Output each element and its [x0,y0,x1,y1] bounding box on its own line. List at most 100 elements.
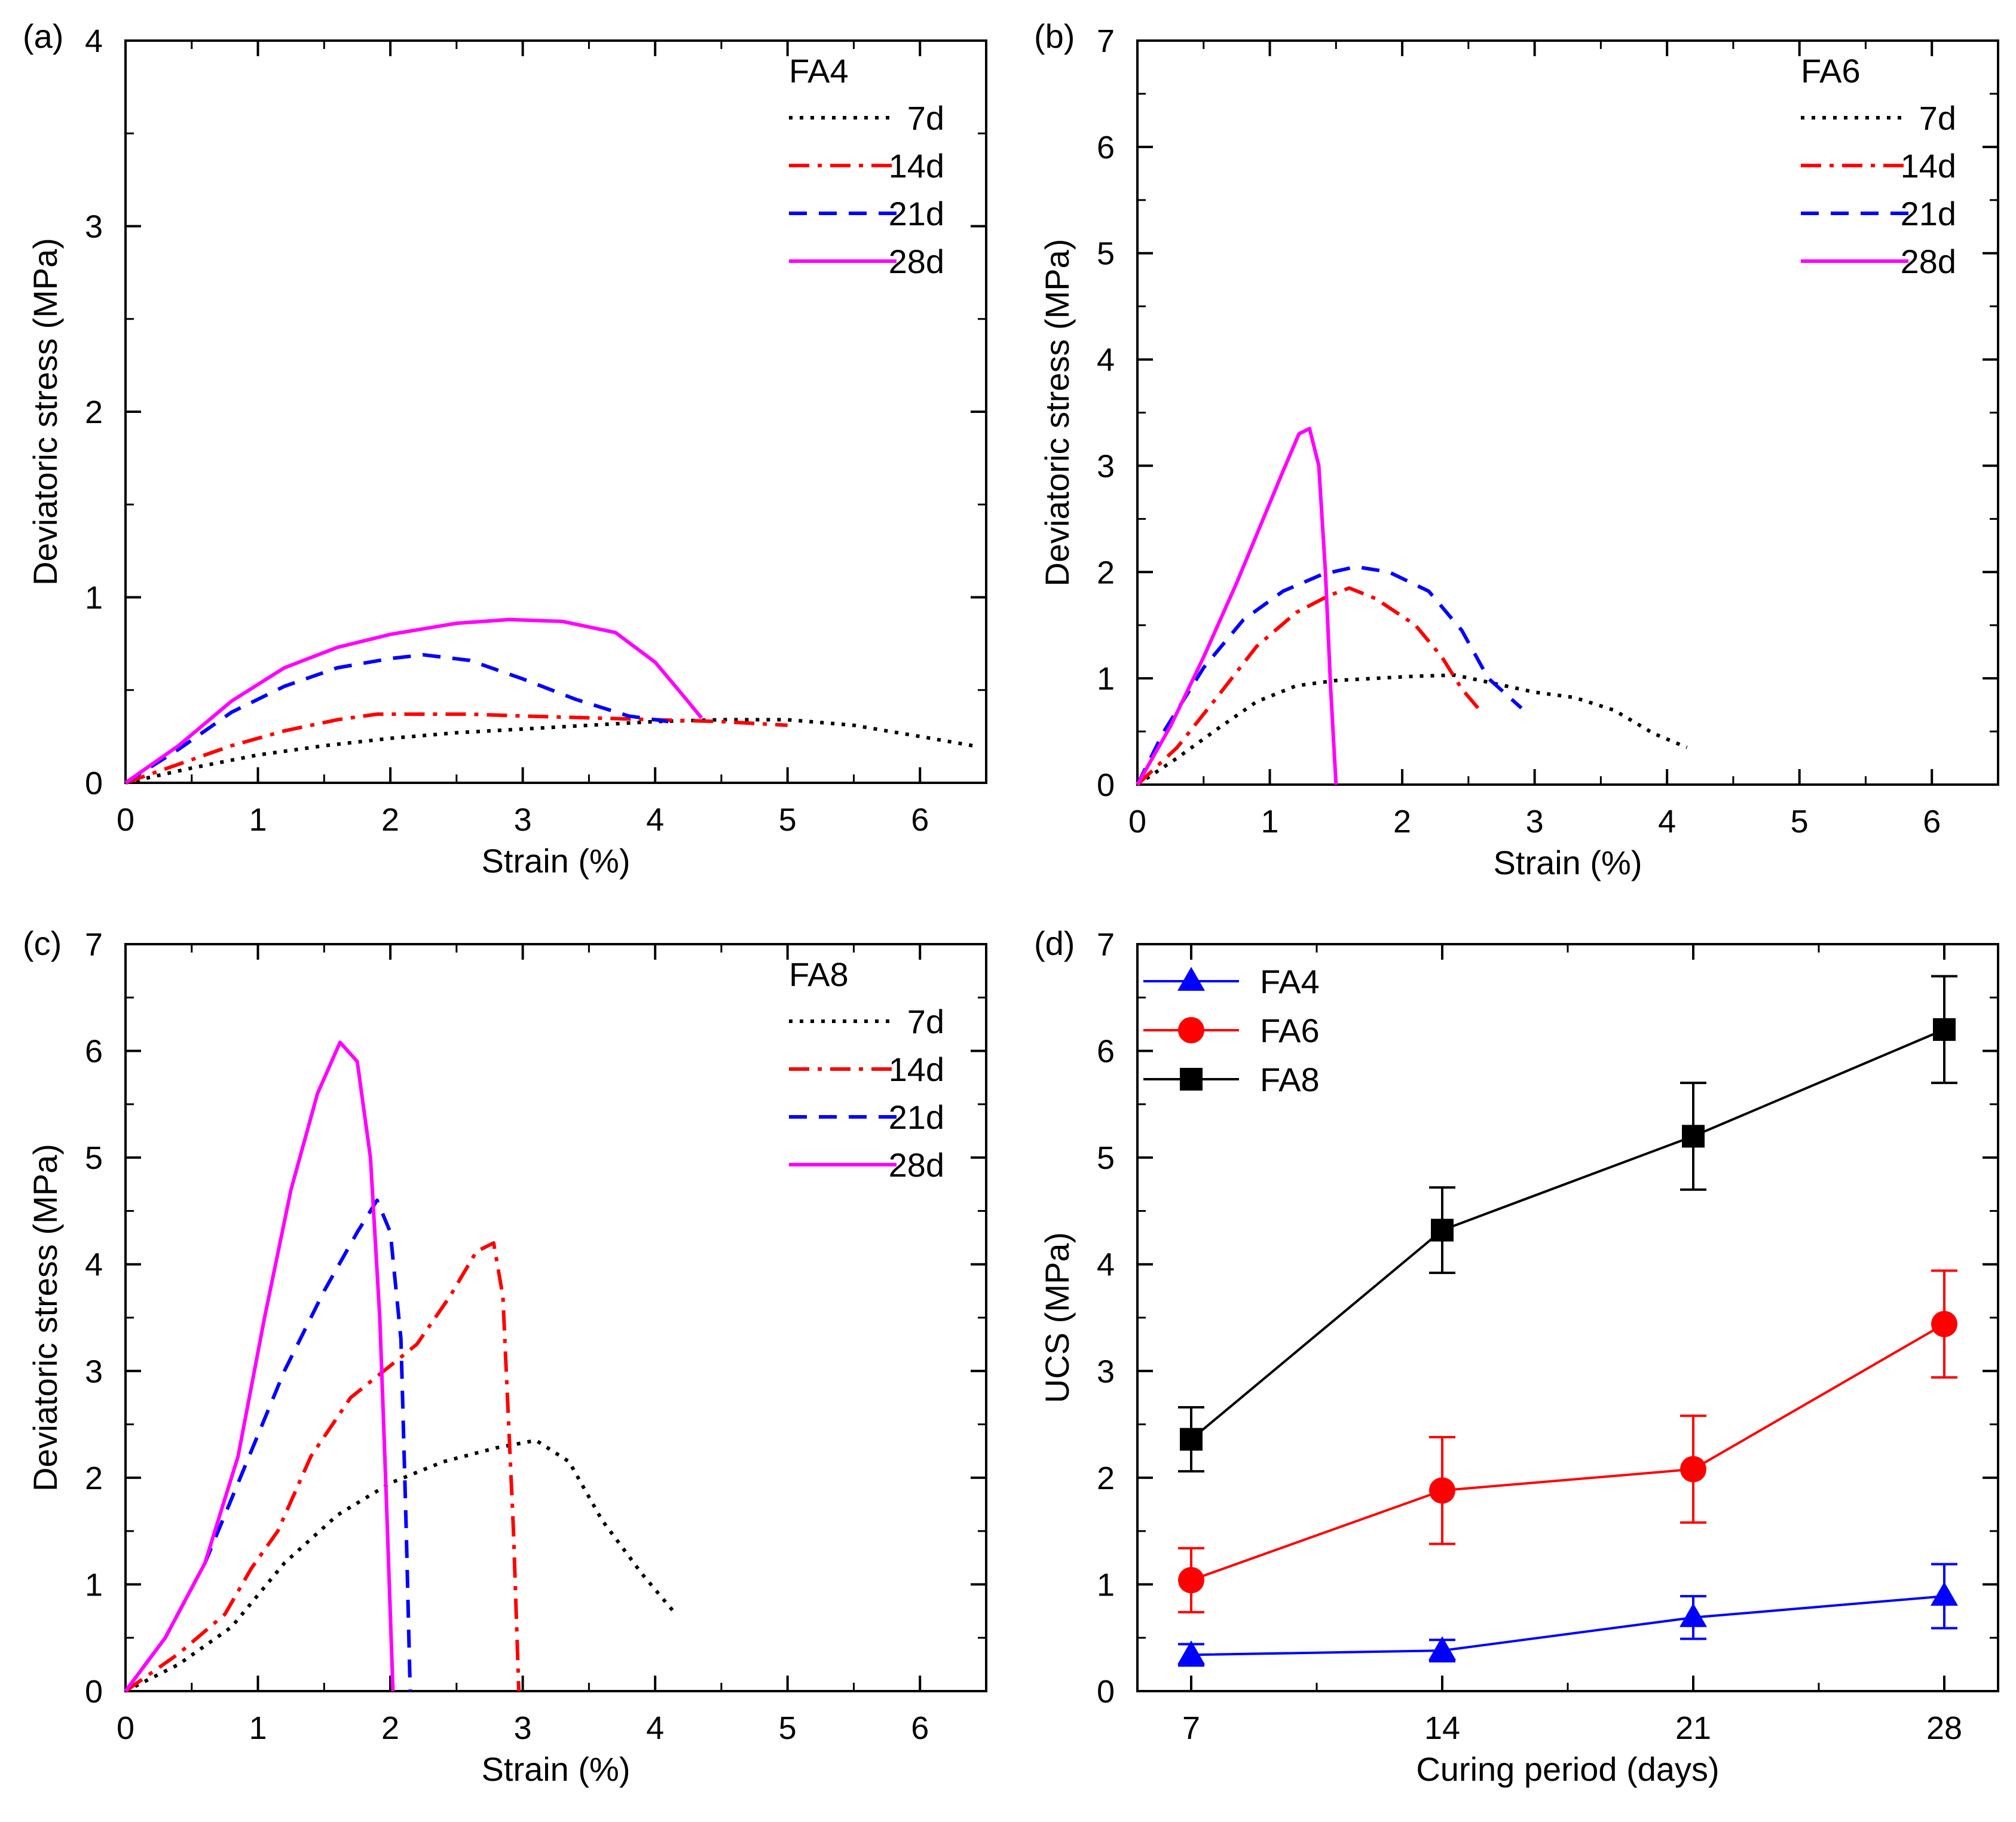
x-tick-label: 6 [911,802,929,838]
x-tick-label: 21 [1675,1710,1711,1746]
chart-panel-1: (a) 0 1 2 3 4 5 6 0 1 2 3 4 Strain (%) Deviatoric stre… [23,17,987,880]
chart-panel-2: (b) 0 1 2 3 4 5 6 0 1 2 3 4 5 6 7 Strain (%) Deviatoric s… [1034,17,1999,881]
legend-label: 28d [889,243,944,280]
x-tick-label: 4 [646,1710,664,1746]
legend-label: 21d [889,1098,944,1136]
y-tick-label: 2 [85,1460,103,1496]
y-tick-label: 0 [1097,767,1115,803]
y-tick-label: 7 [1097,23,1115,59]
series-line-28d [124,617,703,785]
series-line-21d [1136,565,1523,786]
series-line-7d [124,1438,677,1693]
legend-title: FA4 [789,52,849,90]
y-tick-label: 3 [1097,1354,1115,1389]
data-point-FA6 [1429,1477,1455,1504]
y-tick-label: 4 [85,1247,103,1283]
y-tick-label: 2 [1097,1460,1115,1496]
y-tick-label: 3 [85,1354,103,1389]
x-tick-label: 2 [381,802,399,838]
legend-label: 21d [1901,195,1956,232]
series-line-28d [1136,427,1338,786]
y-axis-title: Deviatoric stress (MPa) [26,1144,64,1492]
legend-label: 7d [1919,99,1956,137]
y-tick-label: 5 [1097,236,1115,272]
x-tick-label: 0 [117,1710,134,1746]
y-tick-label: 3 [1097,448,1115,484]
plot-frame [1136,943,1999,1692]
series-line-14d [124,1241,521,1693]
legend-label: 14d [1901,147,1956,185]
series-line-21d [124,653,669,785]
series-line-FA6 [1191,1322,1945,1582]
x-tick-label: 4 [1658,804,1676,840]
panel-tag: (a) [23,17,63,55]
y-axis-title: Deviatoric stress (MPa) [26,238,64,586]
x-tick-label: 0 [1128,804,1146,840]
series-line-14d [125,712,788,785]
legend-label: 14d [889,1051,944,1088]
y-tick-label: 1 [85,1567,103,1603]
series-line-7d [1136,673,1688,786]
y-tick-label: 6 [1097,130,1115,166]
series-line-7d [125,718,974,785]
y-tick-label: 4 [85,23,103,59]
x-tick-label: 14 [1424,1710,1460,1746]
legend-label: 21d [889,195,944,232]
y-tick-label: 3 [85,209,103,245]
chart-panel-4: (d) 7 14 21 28 0 1 2 3 4 5 6 7 Curing period (days) UC… [1034,924,1999,1788]
series-line-28d [124,1040,395,1692]
y-tick-label: 5 [85,1140,103,1176]
x-tick-label: 5 [1791,804,1809,840]
legend-marker-FA8 [1180,1068,1203,1091]
legend-title: FA8 [789,956,849,993]
y-tick-label: 0 [1097,1674,1115,1710]
legend-label: 14d [889,147,944,185]
legend-label: 28d [1901,243,1956,280]
x-tick-label: 3 [514,1710,532,1746]
legend-label: FA8 [1260,1061,1320,1098]
y-tick-label: 5 [1097,1140,1115,1176]
legend-label: 7d [907,1003,944,1040]
x-tick-label: 7 [1182,1710,1200,1746]
series-line-FA8 [1190,1028,1945,1441]
x-tick-label: 3 [514,802,532,838]
x-tick-label: 1 [249,802,267,838]
legend-label: 7d [907,99,944,137]
data-point-FA8 [1933,1018,1956,1041]
panel-tag: (b) [1034,17,1075,55]
x-tick-label: 6 [911,1710,929,1746]
x-axis-title: Strain (%) [482,1750,631,1788]
plot-frame [1136,39,1999,786]
y-tick-label: 2 [1097,555,1115,590]
x-axis-title: Curing period (days) [1416,1750,1719,1788]
x-tick-label: 6 [1923,804,1941,840]
data-point-FA4 [1931,1582,1958,1606]
y-tick-label: 0 [85,765,103,801]
chart-panel-3: (c) 0 1 2 3 4 5 6 0 1 2 3 4 5 6 7 Strain (%) Deviatoric s… [23,924,987,1788]
y-axis-title: UCS (MPa) [1038,1232,1076,1403]
y-tick-label: 1 [1097,1567,1115,1603]
legend-label: 28d [889,1146,944,1184]
x-tick-label: 0 [117,802,134,838]
x-tick-label: 4 [646,802,664,838]
legend-title: FA6 [1801,52,1861,90]
data-point-FA6 [1931,1310,1957,1337]
data-point-FA4 [1428,1636,1456,1661]
series-line-21d [124,1198,412,1692]
x-tick-label: 5 [779,802,797,838]
panel-tag: (c) [23,924,62,962]
plot-frame [124,39,987,784]
y-tick-label: 1 [85,580,103,616]
y-tick-label: 4 [1097,1247,1115,1283]
x-tick-label: 28 [1926,1710,1962,1746]
y-tick-label: 7 [85,927,103,963]
x-axis-title: Strain (%) [1494,844,1642,881]
x-tick-label: 3 [1526,804,1544,840]
y-tick-label: 0 [85,1674,103,1710]
series-line-FA4 [1191,1595,1945,1656]
data-point-FA8 [1682,1125,1705,1148]
y-tick-label: 6 [85,1034,103,1070]
panel-tag: (d) [1034,924,1075,962]
data-point-FA8 [1431,1218,1454,1242]
x-tick-label: 1 [1261,804,1279,840]
